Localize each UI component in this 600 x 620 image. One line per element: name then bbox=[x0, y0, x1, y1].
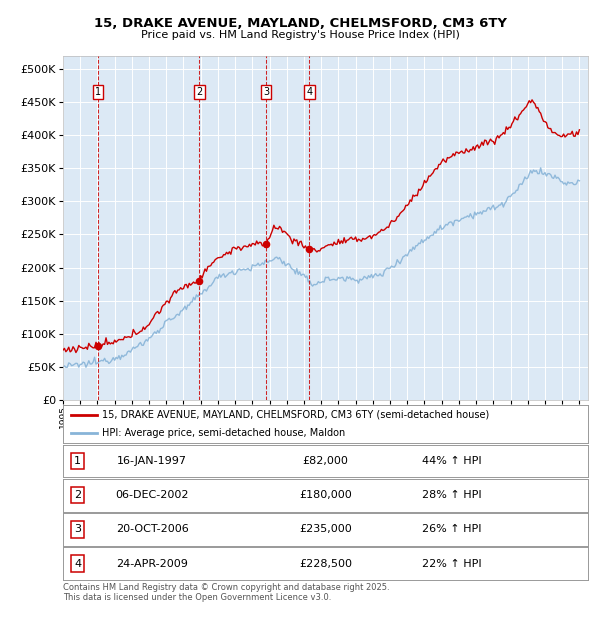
Text: Price paid vs. HM Land Registry's House Price Index (HPI): Price paid vs. HM Land Registry's House … bbox=[140, 30, 460, 40]
Text: £82,000: £82,000 bbox=[302, 456, 349, 466]
Text: 3: 3 bbox=[263, 87, 269, 97]
Text: HPI: Average price, semi-detached house, Maldon: HPI: Average price, semi-detached house,… bbox=[103, 428, 346, 438]
Text: 22% ↑ HPI: 22% ↑ HPI bbox=[422, 559, 481, 569]
Text: 3: 3 bbox=[74, 525, 81, 534]
Text: 28% ↑ HPI: 28% ↑ HPI bbox=[422, 490, 481, 500]
Text: 24-APR-2009: 24-APR-2009 bbox=[116, 559, 188, 569]
Text: 15, DRAKE AVENUE, MAYLAND, CHELMSFORD, CM3 6TY: 15, DRAKE AVENUE, MAYLAND, CHELMSFORD, C… bbox=[94, 17, 506, 30]
Text: 2: 2 bbox=[74, 490, 81, 500]
Text: 44% ↑ HPI: 44% ↑ HPI bbox=[422, 456, 481, 466]
Text: £228,500: £228,500 bbox=[299, 559, 352, 569]
Text: Contains HM Land Registry data © Crown copyright and database right 2025.
This d: Contains HM Land Registry data © Crown c… bbox=[63, 583, 389, 602]
Text: £235,000: £235,000 bbox=[299, 525, 352, 534]
Text: 20-OCT-2006: 20-OCT-2006 bbox=[116, 525, 188, 534]
Text: 06-DEC-2002: 06-DEC-2002 bbox=[115, 490, 189, 500]
Text: 16-JAN-1997: 16-JAN-1997 bbox=[117, 456, 187, 466]
Text: 2: 2 bbox=[196, 87, 202, 97]
Text: 15, DRAKE AVENUE, MAYLAND, CHELMSFORD, CM3 6TY (semi-detached house): 15, DRAKE AVENUE, MAYLAND, CHELMSFORD, C… bbox=[103, 410, 490, 420]
Text: 4: 4 bbox=[306, 87, 313, 97]
Text: 1: 1 bbox=[95, 87, 101, 97]
Text: 26% ↑ HPI: 26% ↑ HPI bbox=[422, 525, 481, 534]
Text: £180,000: £180,000 bbox=[299, 490, 352, 500]
Text: 4: 4 bbox=[74, 559, 81, 569]
Text: 1: 1 bbox=[74, 456, 81, 466]
